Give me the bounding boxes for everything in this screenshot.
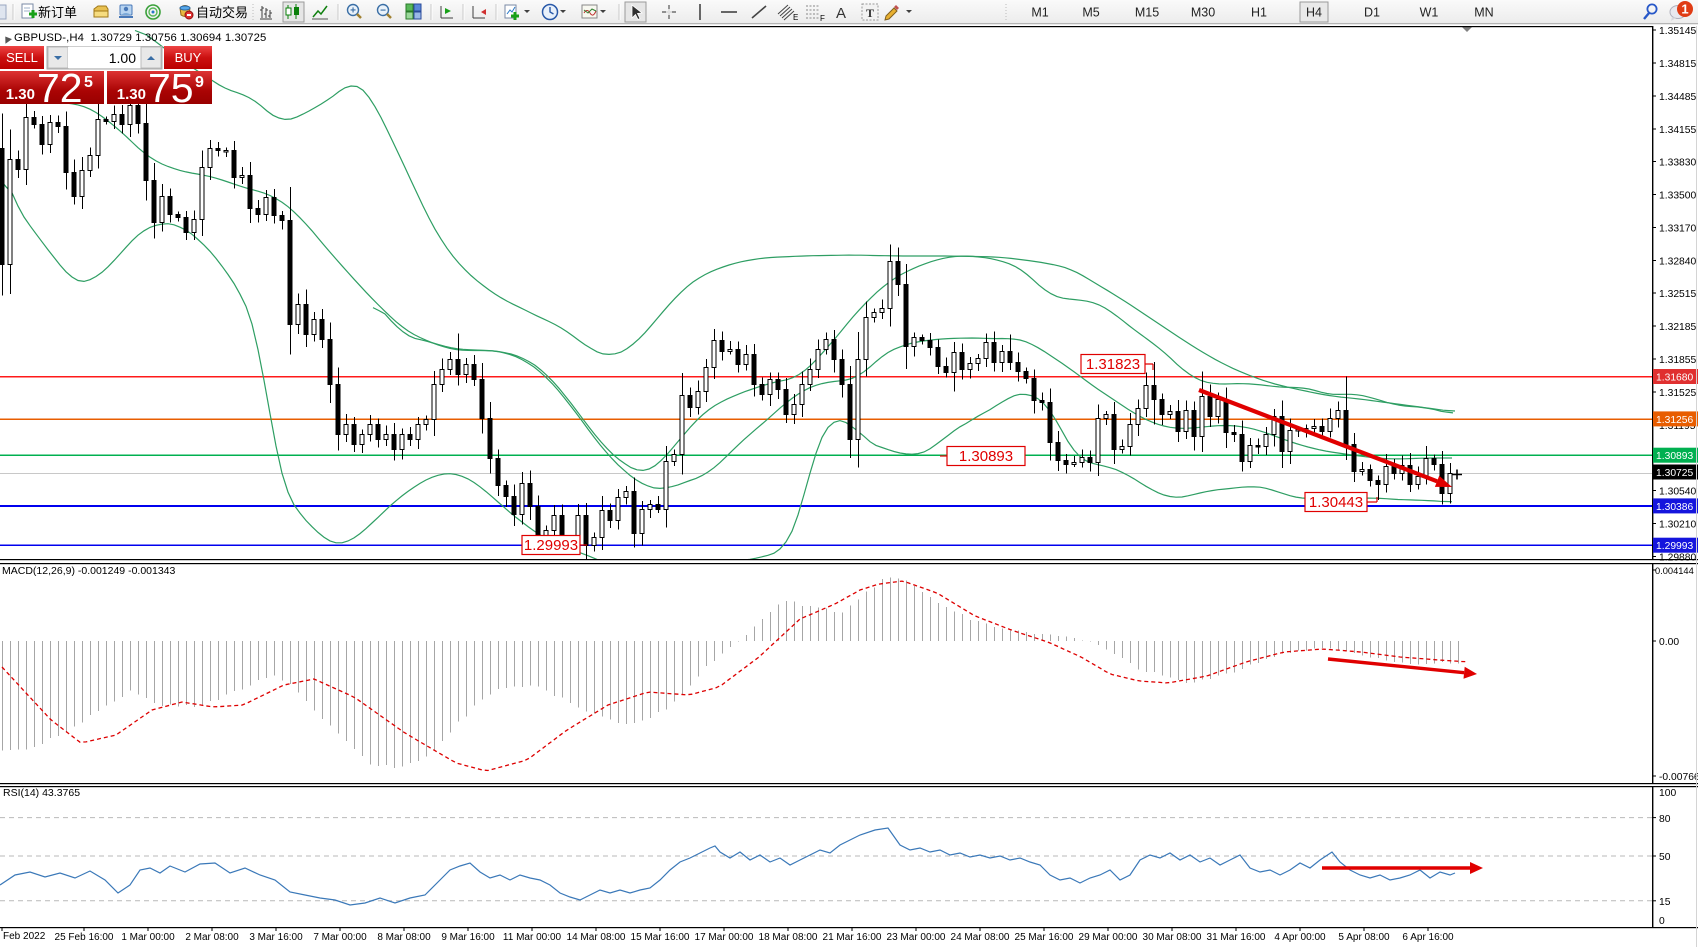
svg-text:18 Mar 08:00: 18 Mar 08:00 — [759, 932, 818, 943]
svg-text:1.00: 1.00 — [109, 50, 136, 66]
svg-text:7 Mar 00:00: 7 Mar 00:00 — [313, 932, 367, 943]
svg-text:BUY: BUY — [175, 50, 202, 65]
svg-text:5 Apr 08:00: 5 Apr 08:00 — [1338, 932, 1390, 943]
svg-text:Feb 2022: Feb 2022 — [3, 931, 46, 942]
svg-text:T: T — [866, 6, 874, 20]
svg-text:21 Mar 16:00: 21 Mar 16:00 — [823, 932, 882, 943]
svg-text:5: 5 — [84, 74, 93, 91]
svg-text:1.30725: 1.30725 — [1656, 468, 1693, 479]
svg-text:1.35145: 1.35145 — [1659, 26, 1696, 37]
svg-text:23 Mar 00:00: 23 Mar 00:00 — [887, 932, 946, 943]
svg-text:E: E — [793, 13, 798, 22]
svg-text:1.32185: 1.32185 — [1659, 322, 1696, 333]
svg-text:-0.007664: -0.007664 — [1659, 772, 1698, 783]
svg-text:M1: M1 — [1031, 6, 1048, 20]
svg-text:−: − — [380, 6, 386, 17]
svg-text:11 Mar 00:00: 11 Mar 00:00 — [503, 932, 562, 943]
svg-text:25 Mar 16:00: 25 Mar 16:00 — [1015, 932, 1074, 943]
svg-text:25 Feb 16:00: 25 Feb 16:00 — [55, 932, 114, 943]
svg-text:24 Mar 08:00: 24 Mar 08:00 — [951, 932, 1010, 943]
svg-text:1.33500: 1.33500 — [1659, 191, 1696, 202]
svg-text:17 Mar 00:00: 17 Mar 00:00 — [695, 932, 754, 943]
svg-text:A: A — [836, 5, 846, 22]
svg-text:1.32515: 1.32515 — [1659, 289, 1696, 300]
svg-text:SELL: SELL — [6, 50, 38, 65]
svg-text:1.31195: 1.31195 — [1659, 421, 1696, 432]
svg-text:1.34155: 1.34155 — [1659, 125, 1696, 136]
svg-text:15: 15 — [1659, 897, 1671, 908]
svg-text:1.30210: 1.30210 — [1659, 520, 1696, 531]
svg-text:+: + — [350, 6, 356, 17]
svg-text:1 Mar 00:00: 1 Mar 00:00 — [121, 932, 175, 943]
svg-text:1.31256: 1.31256 — [1656, 415, 1693, 426]
svg-text:1.29993: 1.29993 — [524, 537, 578, 554]
svg-text:H4: H4 — [1306, 6, 1322, 20]
svg-text:9 Mar 16:00: 9 Mar 16:00 — [441, 932, 495, 943]
svg-text:M5: M5 — [1082, 6, 1099, 20]
svg-text:3 Mar 16:00: 3 Mar 16:00 — [249, 932, 303, 943]
svg-text:D1: D1 — [1364, 6, 1380, 20]
svg-text:100: 100 — [1659, 788, 1676, 799]
svg-text:RSI(14) 43.3765: RSI(14) 43.3765 — [3, 787, 80, 799]
svg-text:1.29993: 1.29993 — [1656, 541, 1693, 552]
svg-text:1: 1 — [1681, 2, 1688, 17]
svg-text:1.30540: 1.30540 — [1659, 487, 1696, 498]
svg-text:15 Mar 16:00: 15 Mar 16:00 — [631, 932, 690, 943]
svg-text:1.30386: 1.30386 — [1656, 502, 1693, 513]
svg-text:1.31525: 1.31525 — [1659, 388, 1696, 399]
svg-text:14 Mar 08:00: 14 Mar 08:00 — [567, 932, 626, 943]
svg-text:1.31855: 1.31855 — [1659, 355, 1696, 366]
svg-text:30 Mar 08:00: 30 Mar 08:00 — [1143, 932, 1202, 943]
svg-text:1.30: 1.30 — [6, 86, 35, 103]
svg-text:1.29880: 1.29880 — [1659, 553, 1696, 564]
svg-text:1.31823: 1.31823 — [1086, 356, 1140, 373]
svg-text:50: 50 — [1659, 852, 1671, 863]
svg-text:M30: M30 — [1191, 6, 1215, 20]
svg-text:1.34815: 1.34815 — [1659, 59, 1696, 70]
svg-text:1.30443: 1.30443 — [1309, 494, 1363, 511]
svg-text:1.33830: 1.33830 — [1659, 158, 1696, 169]
svg-text:1.33170: 1.33170 — [1659, 224, 1696, 235]
svg-text:2 Mar 08:00: 2 Mar 08:00 — [185, 932, 239, 943]
svg-text:1.31680: 1.31680 — [1656, 373, 1693, 384]
svg-text:0.00: 0.00 — [1659, 637, 1679, 648]
svg-text:新订单: 新订单 — [38, 5, 77, 20]
svg-text:75: 75 — [148, 65, 194, 106]
svg-text:M15: M15 — [1135, 6, 1159, 20]
svg-text:4 Apr 00:00: 4 Apr 00:00 — [1274, 932, 1326, 943]
svg-text:MACD(12,26,9) -0.001249 -0.001: MACD(12,26,9) -0.001249 -0.001343 — [2, 565, 176, 577]
svg-text:自动交易: 自动交易 — [196, 5, 248, 20]
svg-text:1.30893: 1.30893 — [959, 448, 1013, 465]
svg-text:9: 9 — [195, 74, 204, 91]
svg-text:1.34485: 1.34485 — [1659, 92, 1696, 103]
svg-text:H1: H1 — [1251, 6, 1267, 20]
svg-text:31 Mar 16:00: 31 Mar 16:00 — [1207, 932, 1266, 943]
svg-text:F: F — [820, 14, 825, 23]
svg-text:1.30893: 1.30893 — [1656, 451, 1693, 462]
svg-text:72: 72 — [37, 65, 83, 106]
svg-text:MN: MN — [1474, 6, 1493, 20]
svg-text:0.004144: 0.004144 — [1655, 566, 1694, 576]
svg-text:29 Mar 00:00: 29 Mar 00:00 — [1079, 932, 1138, 943]
svg-text:8 Mar 08:00: 8 Mar 08:00 — [377, 932, 431, 943]
svg-text:1.30: 1.30 — [117, 86, 146, 103]
svg-text:1.32840: 1.32840 — [1659, 257, 1696, 268]
svg-text:80: 80 — [1659, 814, 1671, 825]
svg-text:0: 0 — [1659, 916, 1665, 927]
svg-text:6 Apr 16:00: 6 Apr 16:00 — [1402, 932, 1454, 943]
svg-text:W1: W1 — [1420, 6, 1439, 20]
